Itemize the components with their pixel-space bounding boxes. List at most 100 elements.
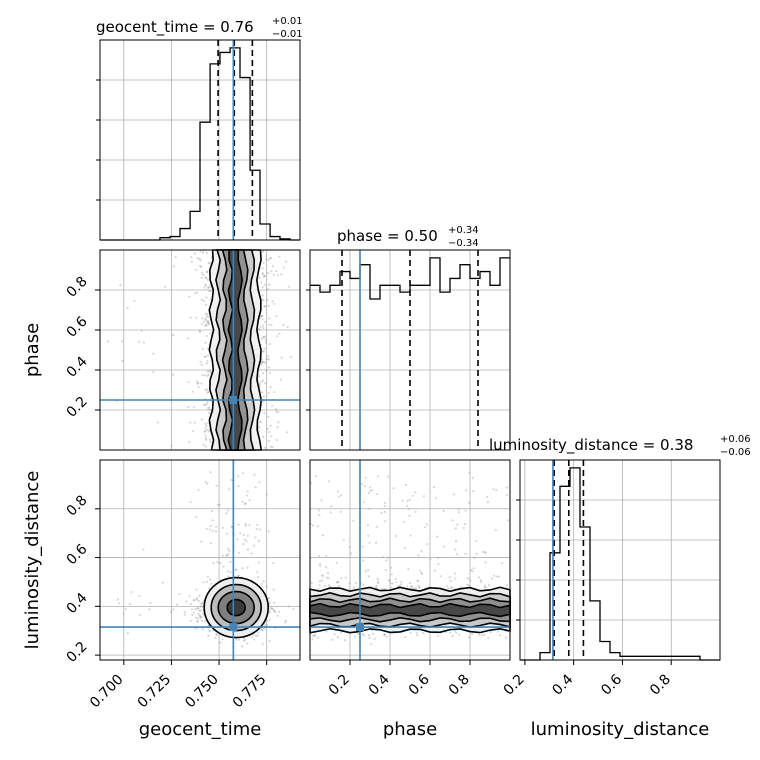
- sample-point-phase-geocent-time: [280, 356, 283, 359]
- sample-point-phase-geocent-time: [187, 381, 190, 384]
- sample-point-phase-geocent-time: [262, 250, 265, 253]
- sample-point-luminosity-distance-geocent-time: [230, 525, 233, 528]
- sample-point-phase-geocent-time: [265, 358, 268, 361]
- sample-point-luminosity-distance-geocent-time: [195, 598, 199, 601]
- sample-point-phase-geocent-time: [198, 330, 202, 333]
- sample-point-phase-geocent-time: [200, 276, 203, 279]
- sample-point-phase-geocent-time: [209, 371, 212, 374]
- sample-point-phase-geocent-time: [263, 305, 266, 308]
- sample-point-luminosity-distance-geocent-time: [236, 538, 239, 541]
- sample-point-phase-geocent-time: [202, 403, 206, 406]
- sample-point-luminosity-distance-geocent-time: [272, 588, 275, 591]
- sample-point-luminosity-distance-geocent-time: [284, 619, 287, 622]
- sample-point-phase-geocent-time: [206, 347, 209, 350]
- sample-point-luminosity-distance-geocent-time: [261, 642, 264, 646]
- sample-point-luminosity-distance-phase: [481, 550, 485, 554]
- sample-point-luminosity-distance-geocent-time: [210, 582, 213, 585]
- sample-point-luminosity-distance-geocent-time: [254, 536, 257, 539]
- sample-point-phase-geocent-time: [267, 358, 270, 361]
- sample-point-luminosity-distance-geocent-time: [138, 594, 141, 597]
- sample-point-phase-geocent-time: [263, 411, 266, 415]
- sample-point-luminosity-distance-geocent-time: [243, 538, 247, 541]
- sample-point-luminosity-distance-geocent-time: [248, 499, 251, 502]
- sample-point-phase-geocent-time: [271, 265, 274, 268]
- sample-point-luminosity-distance-geocent-time: [245, 642, 249, 645]
- sample-point-luminosity-distance-geocent-time: [228, 549, 231, 552]
- sample-point-phase-geocent-time: [270, 435, 273, 438]
- sample-point-luminosity-distance-phase: [455, 631, 458, 634]
- sample-point-phase-geocent-time: [207, 373, 210, 376]
- sample-point-phase-geocent-time: [206, 374, 209, 377]
- sample-point-phase-geocent-time: [142, 341, 145, 344]
- sample-point-luminosity-distance-geocent-time: [197, 617, 200, 620]
- sample-point-phase-geocent-time: [205, 424, 208, 427]
- sample-point-phase-geocent-time: [262, 400, 265, 403]
- sample-point-luminosity-distance-geocent-time: [257, 561, 261, 564]
- sample-point-phase-geocent-time: [267, 272, 270, 275]
- sample-point-phase-geocent-time: [204, 341, 207, 344]
- sample-point-phase-geocent-time: [285, 260, 288, 263]
- sample-point-luminosity-distance-geocent-time: [272, 601, 276, 604]
- sample-point-phase-geocent-time: [204, 324, 207, 328]
- sample-point-phase-geocent-time: [275, 438, 278, 442]
- sample-point-luminosity-distance-phase: [368, 507, 371, 510]
- sample-point-phase-geocent-time: [271, 445, 274, 449]
- sample-point-phase-geocent-time: [275, 410, 278, 413]
- sample-point-luminosity-distance-geocent-time: [267, 596, 271, 600]
- sample-point-phase-geocent-time: [205, 276, 208, 280]
- sample-point-phase-geocent-time: [204, 445, 207, 448]
- sample-point-luminosity-distance-geocent-time: [221, 526, 224, 529]
- sample-point-luminosity-distance-geocent-time: [243, 638, 247, 642]
- sample-point-luminosity-distance-geocent-time: [260, 629, 263, 632]
- sample-point-luminosity-distance-phase: [464, 552, 467, 555]
- sample-point-luminosity-distance-geocent-time: [268, 618, 271, 621]
- sample-point-luminosity-distance-geocent-time: [198, 609, 201, 612]
- sample-point-luminosity-distance-geocent-time: [208, 629, 211, 632]
- sample-point-luminosity-distance-phase: [490, 577, 493, 580]
- sample-point-luminosity-distance-phase: [449, 586, 452, 589]
- sample-point-phase-geocent-time: [156, 421, 159, 424]
- sample-point-phase-geocent-time: [200, 363, 203, 366]
- sample-point-luminosity-distance-phase: [355, 581, 358, 585]
- sample-point-phase-geocent-time: [205, 334, 208, 338]
- sample-point-luminosity-distance-geocent-time: [190, 608, 194, 611]
- sample-point-phase-geocent-time: [204, 389, 207, 392]
- sample-point-phase-geocent-time: [193, 421, 196, 424]
- sample-point-luminosity-distance-geocent-time: [271, 607, 274, 611]
- sample-point-phase-geocent-time: [276, 274, 279, 277]
- sample-point-luminosity-distance-geocent-time: [219, 641, 222, 644]
- sample-point-phase-geocent-time: [209, 440, 212, 443]
- sample-point-luminosity-distance-geocent-time: [195, 516, 198, 519]
- sample-point-phase-geocent-time: [207, 391, 210, 394]
- sample-point-phase-geocent-time: [198, 257, 201, 260]
- sample-point-luminosity-distance-geocent-time: [212, 561, 215, 564]
- sample-point-phase-geocent-time: [209, 332, 212, 335]
- sample-point-luminosity-distance-geocent-time: [192, 599, 195, 602]
- sample-point-luminosity-distance-geocent-time: [202, 581, 205, 584]
- sample-point-luminosity-distance-geocent-time: [195, 627, 198, 630]
- sample-point-luminosity-distance-geocent-time: [185, 600, 188, 603]
- sample-point-phase-geocent-time: [187, 405, 190, 409]
- sample-point-luminosity-distance-geocent-time: [197, 599, 201, 603]
- sample-point-phase-geocent-time: [202, 443, 205, 446]
- sample-point-phase-geocent-time: [204, 317, 207, 320]
- sample-point-luminosity-distance-geocent-time: [195, 588, 198, 591]
- sample-point-luminosity-distance-phase: [352, 519, 355, 522]
- sample-point-luminosity-distance-geocent-time: [209, 542, 213, 545]
- sample-point-phase-geocent-time: [266, 427, 269, 430]
- sample-point-phase-geocent-time: [260, 361, 264, 364]
- sample-point-phase-geocent-time: [172, 265, 175, 268]
- sample-point-luminosity-distance-geocent-time: [265, 585, 268, 588]
- sample-point-phase-geocent-time: [140, 329, 143, 332]
- sample-point-luminosity-distance-geocent-time: [278, 610, 281, 614]
- sample-point-luminosity-distance-geocent-time: [208, 528, 212, 531]
- sample-point-luminosity-distance-phase: [450, 586, 453, 589]
- sample-point-phase-geocent-time: [262, 350, 265, 353]
- sample-point-phase-geocent-time: [207, 286, 210, 289]
- sample-point-luminosity-distance-geocent-time: [195, 597, 199, 600]
- sample-point-phase-geocent-time: [262, 275, 266, 278]
- sample-point-luminosity-distance-geocent-time: [244, 522, 248, 526]
- sample-point-phase-geocent-time: [265, 258, 268, 261]
- sample-point-phase-geocent-time: [267, 258, 270, 261]
- sample-point-phase-geocent-time: [207, 320, 210, 324]
